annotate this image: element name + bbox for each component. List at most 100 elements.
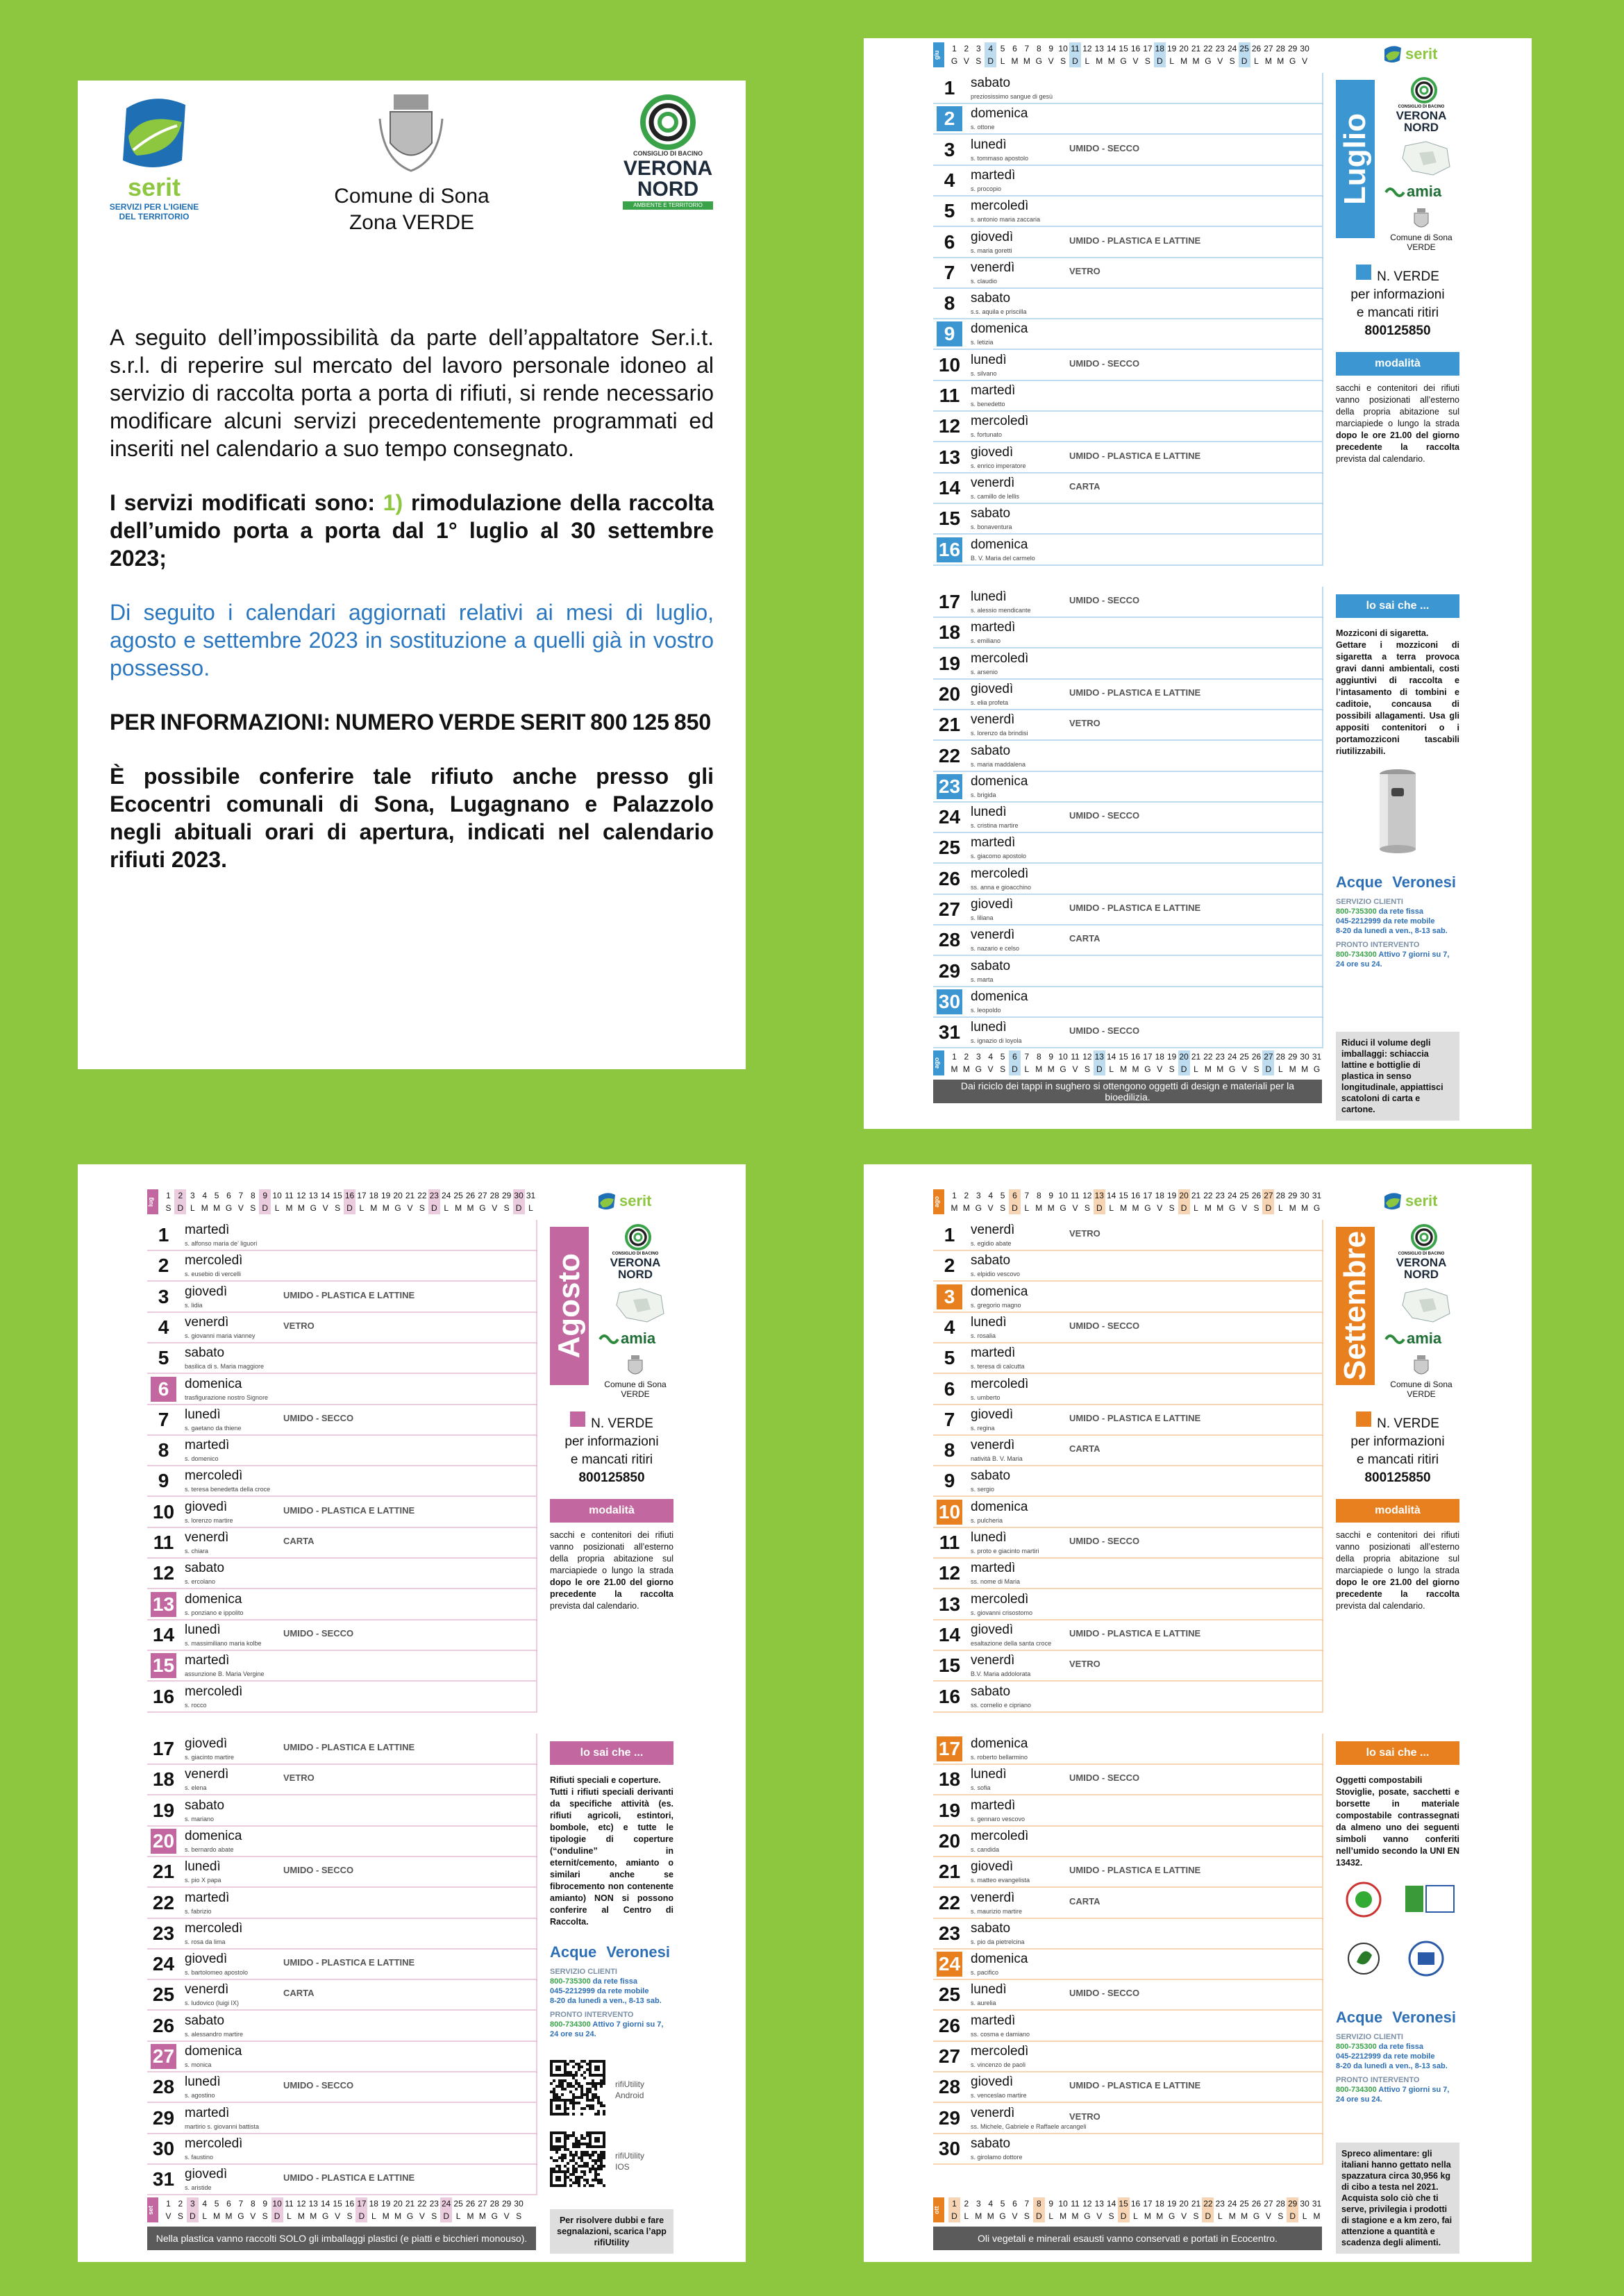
day-row: 2 domenica s. ottone (933, 103, 1323, 135)
strip-day: 2 (964, 2199, 969, 2209)
service: UMIDO - SECCO (283, 1865, 354, 1876)
strip-day: 24 (1228, 1191, 1237, 1200)
day-name: domenica (185, 1376, 242, 1391)
brand: Acque (1336, 2009, 1383, 2026)
day-number: 31 (152, 2168, 175, 2190)
acque-brand: Acque Veronesi (1336, 2009, 1459, 2027)
day-row: 16 mercoledì s. rocco (147, 1681, 537, 1713)
day-name: domenica (971, 1284, 1028, 1299)
day-number: 31 (938, 1021, 961, 1044)
strip-weekday: D (1202, 2210, 1214, 2222)
day-number: 23 (152, 1922, 175, 1944)
text: prevista dal calendario. (1336, 454, 1425, 464)
strip-weekday: M (1071, 2211, 1079, 2221)
day-row: 15 martedì assunzione B. Maria Vergine (147, 1650, 537, 1682)
saint: s. enrico imperatore (971, 462, 1026, 469)
acque-title: SERVIZIO CLIENTI (1336, 898, 1403, 906)
day-row: 9 sabato s. sergio (933, 1466, 1323, 1498)
day-number: 20 (938, 682, 961, 705)
day-row: 12 sabato s. ercolano (147, 1558, 537, 1590)
strip-day: 6 (1012, 44, 1017, 53)
app-os: Android (615, 2090, 644, 2100)
strip-day: 13 (308, 2199, 318, 2209)
strip-day: 30 (1300, 1052, 1309, 1062)
saint: s. rosalia (971, 1332, 996, 1339)
service: VETRO (1069, 718, 1100, 729)
strip-day: 12 (1082, 1052, 1092, 1062)
strip-weekday: M (1264, 56, 1272, 66)
strip-day: 11 (285, 1191, 294, 1200)
day-name: mercoledì (971, 1591, 1029, 1607)
consortium-top: CONSIGLIO DI BACINO (633, 150, 703, 157)
strip-weekday: M (1011, 56, 1019, 66)
strip-weekday: S (1084, 1203, 1090, 1213)
day-row: 13 domenica s. ponziano e ippolito (147, 1589, 537, 1620)
strip-day: 19 (381, 2199, 391, 2209)
day-number: 9 (944, 1470, 955, 1492)
text: dopo le ore 21.00 del giorno precedente … (550, 1577, 673, 1599)
strip-label: giu (933, 42, 944, 67)
strip-day: 12 (1082, 2199, 1092, 2209)
day-name: venerdì (971, 928, 1015, 943)
amia-icon (1384, 1331, 1405, 1351)
strip-day: 2 (964, 1191, 969, 1200)
day-name: domenica (971, 537, 1028, 552)
info-label-row: N. VERDE (1336, 1411, 1459, 1433)
strip-day: 10 (272, 1191, 282, 1200)
strip-day: 26 (465, 1191, 476, 1200)
strip-weekday: L (371, 2211, 376, 2221)
day-name: sabato (185, 1798, 225, 1813)
service: UMIDO - SECCO (1069, 810, 1140, 821)
strip-weekday: V (1012, 2211, 1018, 2221)
day-number: 22 (152, 1891, 175, 1913)
day-name: sabato (185, 2013, 225, 2028)
saint: s. mariano (185, 1815, 215, 1822)
day-name: venerdì (971, 1890, 1015, 1905)
strip-weekday: M (1289, 1203, 1296, 1213)
strip-day: 19 (1167, 1191, 1177, 1200)
serit-name: serit (1405, 1192, 1438, 1209)
qr-code-graphic (550, 2060, 605, 2115)
day-row: 11 venerdì s. chiara CARTA (147, 1527, 537, 1559)
saint: s. venceslao martire (971, 2092, 1027, 2100)
info-label-row: N. VERDE (1336, 265, 1459, 286)
month-name: Luglio (1338, 113, 1372, 205)
strip-day: 11 (1071, 1052, 1080, 1062)
day-number: 9 (937, 321, 962, 347)
strip-day: 20 (1179, 44, 1189, 53)
acque-title: PRONTO INTERVENTO (1336, 2076, 1420, 2084)
strip-weekday: V (237, 1203, 244, 1213)
day-name: venerdì (971, 260, 1015, 275)
amia-name: amia (621, 1330, 656, 1347)
day-row: 7 giovedì s. regina UMIDO - PLASTICA E LATT… (933, 1404, 1323, 1436)
service: UMIDO - SECCO (1069, 1773, 1140, 1784)
day-name: mercoledì (971, 199, 1029, 214)
strip-weekday: M (1120, 1064, 1128, 1074)
strip-weekday: D (985, 55, 997, 67)
text: sacchi e contenitori dei rifiuti vanno p… (1336, 383, 1459, 428)
info-line: per informazioni (564, 1434, 659, 1449)
strip-day: 12 (1082, 1191, 1092, 1200)
day-name: giovedì (971, 444, 1014, 460)
day-number: 17 (152, 1738, 175, 1759)
month-panel: ago 1 M 2 M 3 G 4 V 5 S 6 D 7 L 8 M 9 M 10 G 11 V 12 S 13 D 14 L 15 M 1… (864, 1164, 1532, 2262)
strip-day: 4 (988, 1052, 994, 1062)
day-name: lunedì (971, 589, 1007, 604)
day-row: 21 venerdì s. lorenzo da brindisi VETRO (933, 710, 1323, 741)
text: sacchi e contenitori dei rifiuti vanno p… (550, 1530, 673, 1575)
compost-symbols (1336, 1879, 1459, 1993)
day-name: martedì (185, 1653, 230, 1668)
zone: Zona VERDE (349, 211, 475, 234)
month-box: Settembre (1336, 1227, 1375, 1385)
day-number: 9 (158, 1470, 169, 1492)
strip-weekday: G (1229, 1203, 1236, 1213)
app-os: IOS (615, 2161, 630, 2172)
day-row: 6 giovedì s. maria goretti UMIDO - PLASTICA… (933, 226, 1323, 258)
strip-weekday: M (297, 1203, 305, 1213)
day-number: 17 (937, 1736, 962, 1761)
day-row: 26 sabato s. alessandro martire (147, 2010, 537, 2042)
strip-day: 17 (355, 2197, 368, 2210)
day-row: 30 mercoledì s. faustino (147, 2133, 537, 2165)
day-number: 16 (938, 1685, 961, 1707)
strip-weekday: V (1072, 1203, 1078, 1213)
